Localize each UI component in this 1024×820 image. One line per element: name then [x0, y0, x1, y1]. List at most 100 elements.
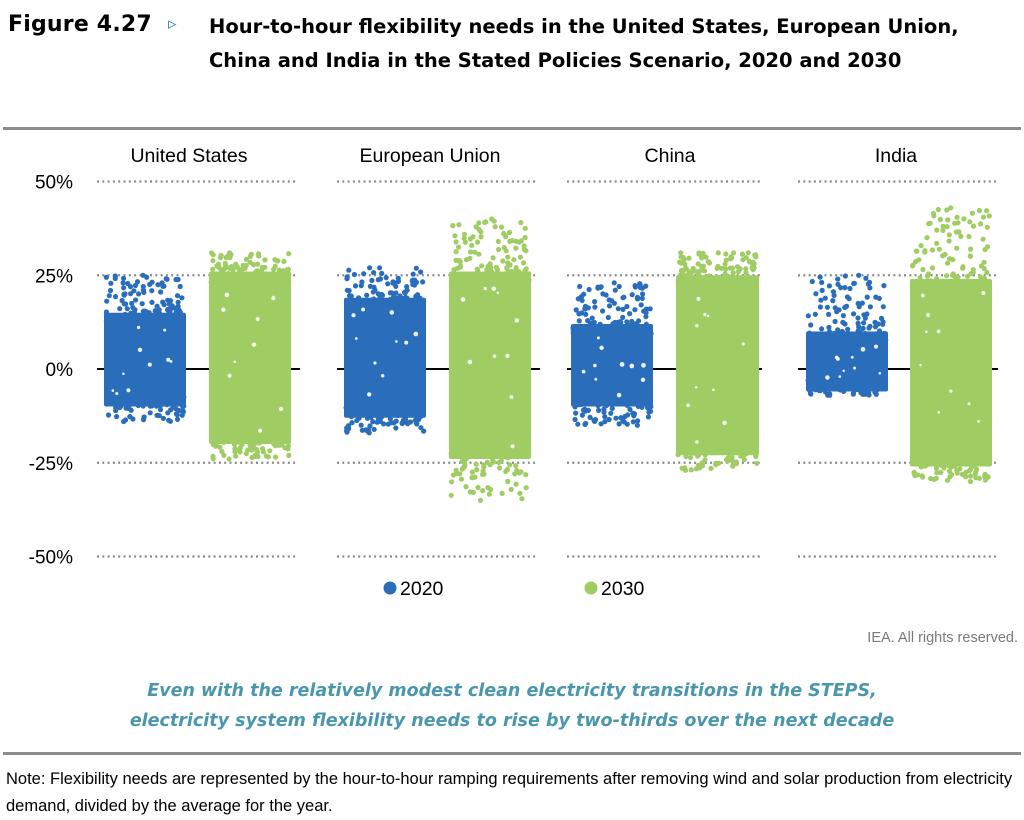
data-point	[249, 279, 256, 285]
data-point	[915, 472, 921, 478]
data-point	[944, 273, 950, 279]
data-point	[637, 284, 643, 291]
data-point	[918, 461, 924, 467]
data-point	[699, 263, 705, 269]
data-point	[946, 232, 952, 238]
data-point	[272, 272, 278, 278]
data-point	[210, 258, 216, 264]
data-point	[736, 446, 742, 452]
data-point	[600, 326, 607, 333]
cloud-gap	[367, 392, 372, 397]
data-point	[383, 275, 389, 281]
data-point	[850, 391, 856, 397]
data-point	[861, 320, 867, 326]
data-point	[140, 283, 146, 290]
data-point	[722, 448, 728, 455]
data-point	[174, 412, 180, 418]
data-point	[830, 289, 837, 295]
data-point	[263, 453, 269, 459]
data-point	[160, 321, 166, 327]
data-point	[873, 391, 879, 397]
data-point	[575, 400, 582, 407]
data-point	[213, 274, 219, 281]
data-point	[285, 266, 291, 272]
data-point	[470, 446, 477, 452]
data-point	[484, 445, 490, 451]
data-point	[944, 477, 951, 483]
data-point	[645, 405, 651, 411]
data-point	[624, 421, 630, 427]
data-point	[405, 421, 411, 427]
data-point	[965, 455, 971, 461]
data-point	[817, 388, 823, 394]
data-point	[516, 470, 522, 476]
cloud-gap	[850, 355, 854, 359]
data-point	[348, 414, 355, 420]
data-point	[984, 224, 991, 230]
data-point	[710, 450, 717, 456]
data-point	[413, 419, 419, 425]
data-point	[144, 320, 150, 326]
data-point	[680, 268, 686, 275]
data-point	[696, 251, 702, 257]
data-point	[641, 332, 647, 338]
data-point	[817, 304, 824, 310]
data-point	[174, 293, 181, 299]
data-point	[933, 276, 940, 282]
data-point	[830, 298, 836, 304]
data-point	[522, 225, 528, 231]
data-point	[508, 486, 514, 492]
data-point	[954, 214, 960, 220]
data-point	[716, 265, 722, 271]
data-point	[112, 393, 118, 399]
data-point	[984, 269, 990, 276]
data-point	[480, 488, 486, 494]
data-point	[522, 234, 528, 241]
strip-chart: 50% 25% 0% -25% -50% United States European U…	[29, 145, 998, 600]
cloud-gap	[920, 293, 925, 298]
data-point	[700, 275, 707, 281]
y-tick-label: -25%	[29, 454, 73, 475]
data-point	[453, 239, 459, 245]
data-point	[214, 433, 221, 439]
data-point	[130, 416, 136, 422]
data-point	[353, 403, 359, 410]
data-point	[982, 473, 988, 480]
data-point	[140, 272, 146, 278]
data-point	[498, 445, 504, 451]
data-point	[980, 214, 987, 220]
data-point	[744, 282, 750, 288]
data-point	[112, 399, 118, 405]
data-point	[616, 421, 622, 427]
data-point	[255, 251, 262, 257]
data-point	[968, 246, 974, 252]
data-point	[165, 307, 171, 313]
data-point	[845, 326, 851, 332]
data-point	[485, 485, 491, 491]
data-point	[973, 467, 979, 474]
data-point	[522, 268, 528, 274]
data-point	[243, 450, 249, 457]
data-point	[842, 335, 848, 341]
data-point	[688, 467, 694, 473]
data-point	[103, 274, 109, 280]
data-point	[835, 276, 841, 282]
point-cloud-core	[449, 271, 531, 459]
data-point	[225, 273, 231, 280]
data-point	[346, 293, 353, 299]
data-point	[143, 309, 150, 315]
data-point	[126, 402, 132, 408]
data-point	[255, 261, 261, 267]
data-point	[970, 223, 977, 229]
data-point	[602, 414, 608, 420]
data-point	[592, 304, 598, 310]
data-point	[121, 418, 127, 425]
data-point	[259, 278, 265, 284]
data-point	[860, 325, 866, 331]
data-point	[846, 296, 852, 302]
data-point	[881, 330, 888, 336]
data-point	[738, 453, 744, 459]
data-point	[458, 445, 465, 451]
cloud-gap	[505, 353, 510, 358]
data-point	[648, 408, 654, 414]
